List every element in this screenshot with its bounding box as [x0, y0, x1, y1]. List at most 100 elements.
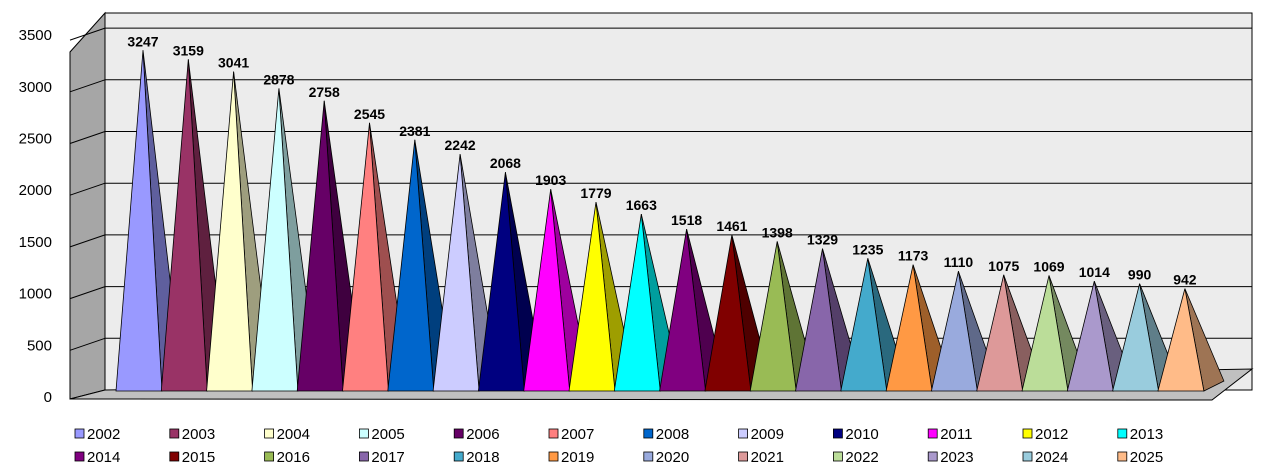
gridline-side — [69, 27, 106, 41]
legend-label: 2004 — [277, 426, 310, 443]
legend-item: 2013 — [1117, 426, 1163, 443]
data-label: 1518 — [671, 212, 702, 228]
side-wall — [69, 11, 106, 400]
y-tick-label: 2000 — [19, 182, 52, 199]
legend-label: 2013 — [1130, 426, 1163, 443]
legend-swatch — [1117, 428, 1128, 439]
data-label: 2758 — [309, 84, 340, 100]
legend-item: 2012 — [1022, 426, 1068, 443]
data-label: 990 — [1128, 267, 1152, 283]
legend-item: 2017 — [358, 449, 405, 466]
data-label: 2068 — [490, 155, 521, 171]
legend-label: 2006 — [466, 426, 499, 443]
legend-swatch — [169, 428, 180, 439]
y-tick-label: 3000 — [19, 79, 52, 96]
legend-swatch — [1022, 428, 1033, 439]
legend-item: 2022 — [833, 449, 879, 466]
legend-item: 2020 — [643, 449, 689, 466]
legend-label: 2005 — [371, 426, 404, 443]
legend-item: 2009 — [738, 426, 784, 443]
legend-swatch — [453, 428, 464, 439]
gridline-side — [69, 182, 106, 196]
legend-label: 2011 — [940, 426, 972, 443]
legend: 2002 2003 2004 2005 2006 2007 2008 2009 2010 2011… — [74, 426, 1163, 466]
legend-item: 2021 — [738, 449, 784, 466]
legend-item: 2014 — [74, 449, 120, 466]
legend-swatch — [738, 428, 748, 439]
gridline-side — [69, 79, 106, 93]
pyramid-front-face — [568, 201, 616, 392]
pyramid-front-face — [795, 248, 842, 392]
legend-item: 2011 — [927, 426, 972, 443]
legend-swatch — [74, 451, 85, 462]
data-label: 1461 — [716, 218, 747, 234]
gridline-side — [69, 234, 106, 248]
data-labels: 3247 3159 3041 2878 2758 2545 2381 2242 2068 1903… — [127, 33, 1196, 287]
data-label: 1069 — [1033, 258, 1064, 274]
legend-swatch — [643, 428, 654, 439]
legend-swatch — [1022, 451, 1033, 462]
gridline-side — [69, 337, 106, 351]
legend-item: 2018 — [453, 449, 500, 466]
legend-label: 2025 — [1130, 449, 1163, 466]
y-tick-label: 1500 — [19, 234, 52, 251]
data-label: 942 — [1173, 272, 1197, 288]
data-label: 3159 — [173, 42, 204, 58]
legend-label: 2023 — [940, 449, 973, 466]
data-label: 1014 — [1079, 264, 1110, 280]
pyramid-front-face — [885, 264, 933, 392]
legend-item: 2004 — [264, 426, 310, 443]
legend-item: 2007 — [548, 426, 594, 443]
data-label: 1663 — [626, 197, 657, 213]
pyramid-front-face — [342, 122, 389, 392]
legend-label: 2020 — [656, 449, 689, 466]
legend-item: 2023 — [927, 449, 974, 466]
legend-item: 2002 — [74, 426, 120, 443]
legend-swatch — [264, 451, 275, 462]
legend-swatch — [927, 451, 938, 462]
pyramid-front-face — [1021, 275, 1069, 392]
pyramid-front-face — [1157, 288, 1205, 392]
y-tick-label: 2500 — [19, 131, 52, 148]
legend-label: 2003 — [182, 426, 215, 443]
legend-label: 2012 — [1035, 426, 1068, 443]
legend-label: 2015 — [182, 449, 215, 466]
data-label: 3247 — [127, 33, 158, 49]
data-label: 1398 — [762, 224, 793, 240]
data-label: 1235 — [852, 241, 883, 257]
legend-item: 2005 — [358, 426, 405, 443]
data-label: 2545 — [354, 106, 385, 122]
data-label: 3041 — [218, 55, 249, 71]
legend-swatch — [1117, 451, 1128, 462]
pyramid-front-face — [704, 234, 752, 392]
pyramid-front-face — [523, 189, 571, 392]
pyramid-front-face — [206, 71, 254, 392]
pyramid-front-face — [477, 172, 525, 392]
pyramid-front-face — [115, 50, 163, 392]
legend-swatch — [548, 451, 559, 462]
legend-swatch — [738, 451, 748, 462]
pyramid-series — [115, 50, 1225, 392]
pyramid-front-face — [749, 241, 797, 392]
legend-swatch — [548, 428, 559, 439]
legend-label: 2009 — [751, 426, 784, 443]
legend-label: 2010 — [845, 426, 878, 443]
legend-item: 2024 — [1022, 449, 1068, 466]
data-label: 1903 — [535, 172, 566, 188]
pyramid-front-face — [840, 258, 888, 392]
legend-swatch — [453, 451, 464, 462]
legend-swatch — [833, 428, 843, 439]
data-label: 1110 — [944, 254, 974, 270]
pyramid-front-face — [251, 88, 299, 392]
legend-item: 2003 — [169, 426, 215, 443]
pyramid-front-face — [1066, 281, 1114, 392]
y-axis: 0 500 1000 1500 2000 2500 3000 3500 — [19, 27, 71, 406]
pyramid-front-face — [296, 100, 344, 392]
legend-swatch — [358, 428, 369, 439]
legend-swatch — [833, 451, 843, 462]
legend-swatch — [643, 451, 654, 462]
data-label: 1329 — [807, 232, 838, 248]
pyramid-front-face — [1112, 283, 1160, 392]
data-label: 2878 — [263, 71, 294, 87]
